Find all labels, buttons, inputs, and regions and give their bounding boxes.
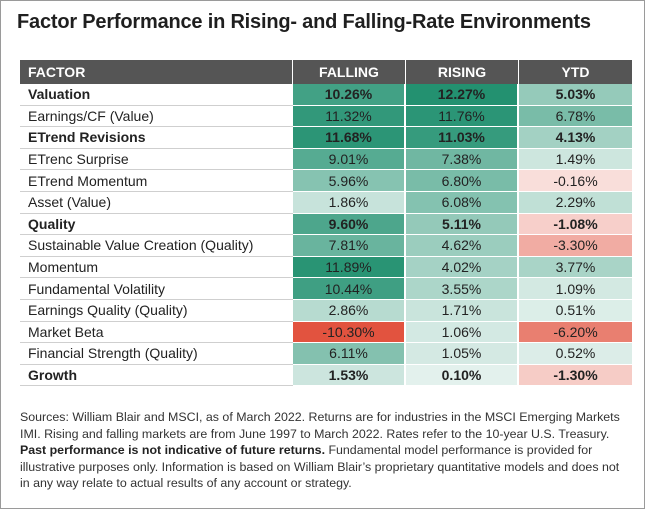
factor-label: ETrend Momentum [20,170,293,192]
footnote-model-note: Fundamental model performance is provide… [20,443,620,490]
heatmap-cell-falling: 6.11% [293,343,406,365]
heatmap-cell-ytd: 1.09% [519,278,632,300]
table-row: ETrenc Surprise 9.01% 7.38% 1.49% [20,148,632,171]
heatmap-cell-rising: 1.71% [406,299,519,322]
table-row: Quality 9.60% 5.11% -1.08% [20,213,632,236]
heatmap-cell-falling: 7.81% [293,235,406,257]
table-row: ETrend Revisions 11.68% 11.03% 4.13% [20,127,632,149]
table-row: Market Beta -10.30% 1.06% -6.20% [20,321,632,344]
heatmap-cell-rising: 1.06% [406,321,519,344]
footnote-sources: Sources: William Blair and MSCI, as of M… [20,410,620,441]
factor-performance-table: FACTOR FALLING RISING YTD Valuation 10.26… [20,60,632,387]
heatmap-cell-rising: 4.62% [406,235,519,257]
heatmap-cell-ytd: -1.08% [519,213,632,236]
footnote-disclaimer: Past performance is not indicative of fu… [20,443,326,457]
heatmap-cell-rising: 4.02% [406,256,519,279]
factor-label: Financial Strength (Quality) [20,343,293,365]
heatmap-cell-ytd: 3.77% [519,256,632,279]
table-row: Asset (Value) 1.86% 6.08% 2.29% [20,191,632,214]
heatmap-cell-falling: 1.86% [293,191,406,214]
heatmap-cell-rising: 7.38% [406,148,519,171]
table-row: Momentum 11.89% 4.02% 3.77% [20,256,632,279]
heatmap-cell-rising: 6.80% [406,170,519,192]
table-header-row: FACTOR FALLING RISING YTD [20,60,632,84]
heatmap-cell-falling: 11.89% [293,256,406,279]
heatmap-cell-ytd: 5.03% [519,84,632,106]
heatmap-cell-ytd: 4.13% [519,127,632,149]
heatmap-cell-ytd: 1.49% [519,148,632,171]
heatmap-cell-rising: 0.10% [406,364,519,387]
factor-label: Earnings Quality (Quality) [20,300,293,322]
header-rising: RISING [406,60,519,84]
table-row: Earnings Quality (Quality) 2.86% 1.71% 0.51… [20,299,632,322]
heatmap-cell-falling: 1.53% [293,364,406,387]
factor-label: Market Beta [20,322,293,344]
heatmap-cell-ytd: -3.30% [519,235,632,257]
heatmap-cell-ytd: 0.51% [519,299,632,322]
factor-label: Fundamental Volatility [20,278,293,300]
heatmap-cell-ytd: -1.30% [519,364,632,387]
table-row: Growth 1.53% 0.10% -1.30% [20,364,632,387]
heatmap-cell-falling: -10.30% [293,321,406,344]
factor-label: Sustainable Value Creation (Quality) [20,235,293,257]
table-row: Valuation 10.26% 12.27% 5.03% [20,84,632,106]
factor-label: Growth [20,365,293,387]
factor-label: Quality [20,214,293,236]
heatmap-cell-rising: 6.08% [406,191,519,214]
heatmap-cell-rising: 12.27% [406,84,519,106]
heatmap-cell-falling: 10.44% [293,278,406,300]
factor-label: Earnings/CF (Value) [20,106,293,128]
header-factor: FACTOR [20,60,293,84]
heatmap-cell-ytd: 0.52% [519,343,632,365]
heatmap-cell-rising: 1.05% [406,343,519,365]
heatmap-cell-rising: 5.11% [406,213,519,236]
heatmap-cell-ytd: 2.29% [519,191,632,214]
heatmap-cell-falling: 9.01% [293,148,406,171]
heatmap-cell-falling: 11.32% [293,105,406,128]
table-row: Earnings/CF (Value) 11.32% 11.76% 6.78% [20,105,632,128]
factor-label: ETrenc Surprise [20,149,293,171]
heatmap-cell-rising: 11.03% [406,127,519,149]
heatmap-cell-falling: 5.96% [293,170,406,192]
table-body: Valuation 10.26% 12.27% 5.03% Earnings/CF (V… [20,84,632,387]
heatmap-cell-ytd: 6.78% [519,105,632,128]
heatmap-cell-ytd: -6.20% [519,321,632,344]
table-row: ETrend Momentum 5.96% 6.80% -0.16% [20,170,632,192]
table-row: Sustainable Value Creation (Quality) 7.81… [20,235,632,257]
factor-label: Asset (Value) [20,192,293,214]
factor-label: Momentum [20,257,293,279]
heatmap-cell-ytd: -0.16% [519,170,632,192]
factor-label: ETrend Revisions [20,127,293,149]
heatmap-cell-falling: 11.68% [293,127,406,149]
heatmap-cell-rising: 3.55% [406,278,519,300]
header-ytd: YTD [519,60,632,84]
table-row: Fundamental Volatility 10.44% 3.55% 1.09% [20,278,632,300]
footnote: Sources: William Blair and MSCI, as of M… [20,409,632,492]
factor-label: Valuation [20,84,293,106]
heatmap-cell-rising: 11.76% [406,105,519,128]
heatmap-cell-falling: 10.26% [293,84,406,106]
heatmap-cell-falling: 2.86% [293,299,406,322]
header-falling: FALLING [293,60,406,84]
table-row: Financial Strength (Quality) 6.11% 1.05% 0.… [20,343,632,365]
heatmap-cell-falling: 9.60% [293,213,406,236]
chart-title: Factor Performance in Rising- and Fallin… [17,11,591,33]
